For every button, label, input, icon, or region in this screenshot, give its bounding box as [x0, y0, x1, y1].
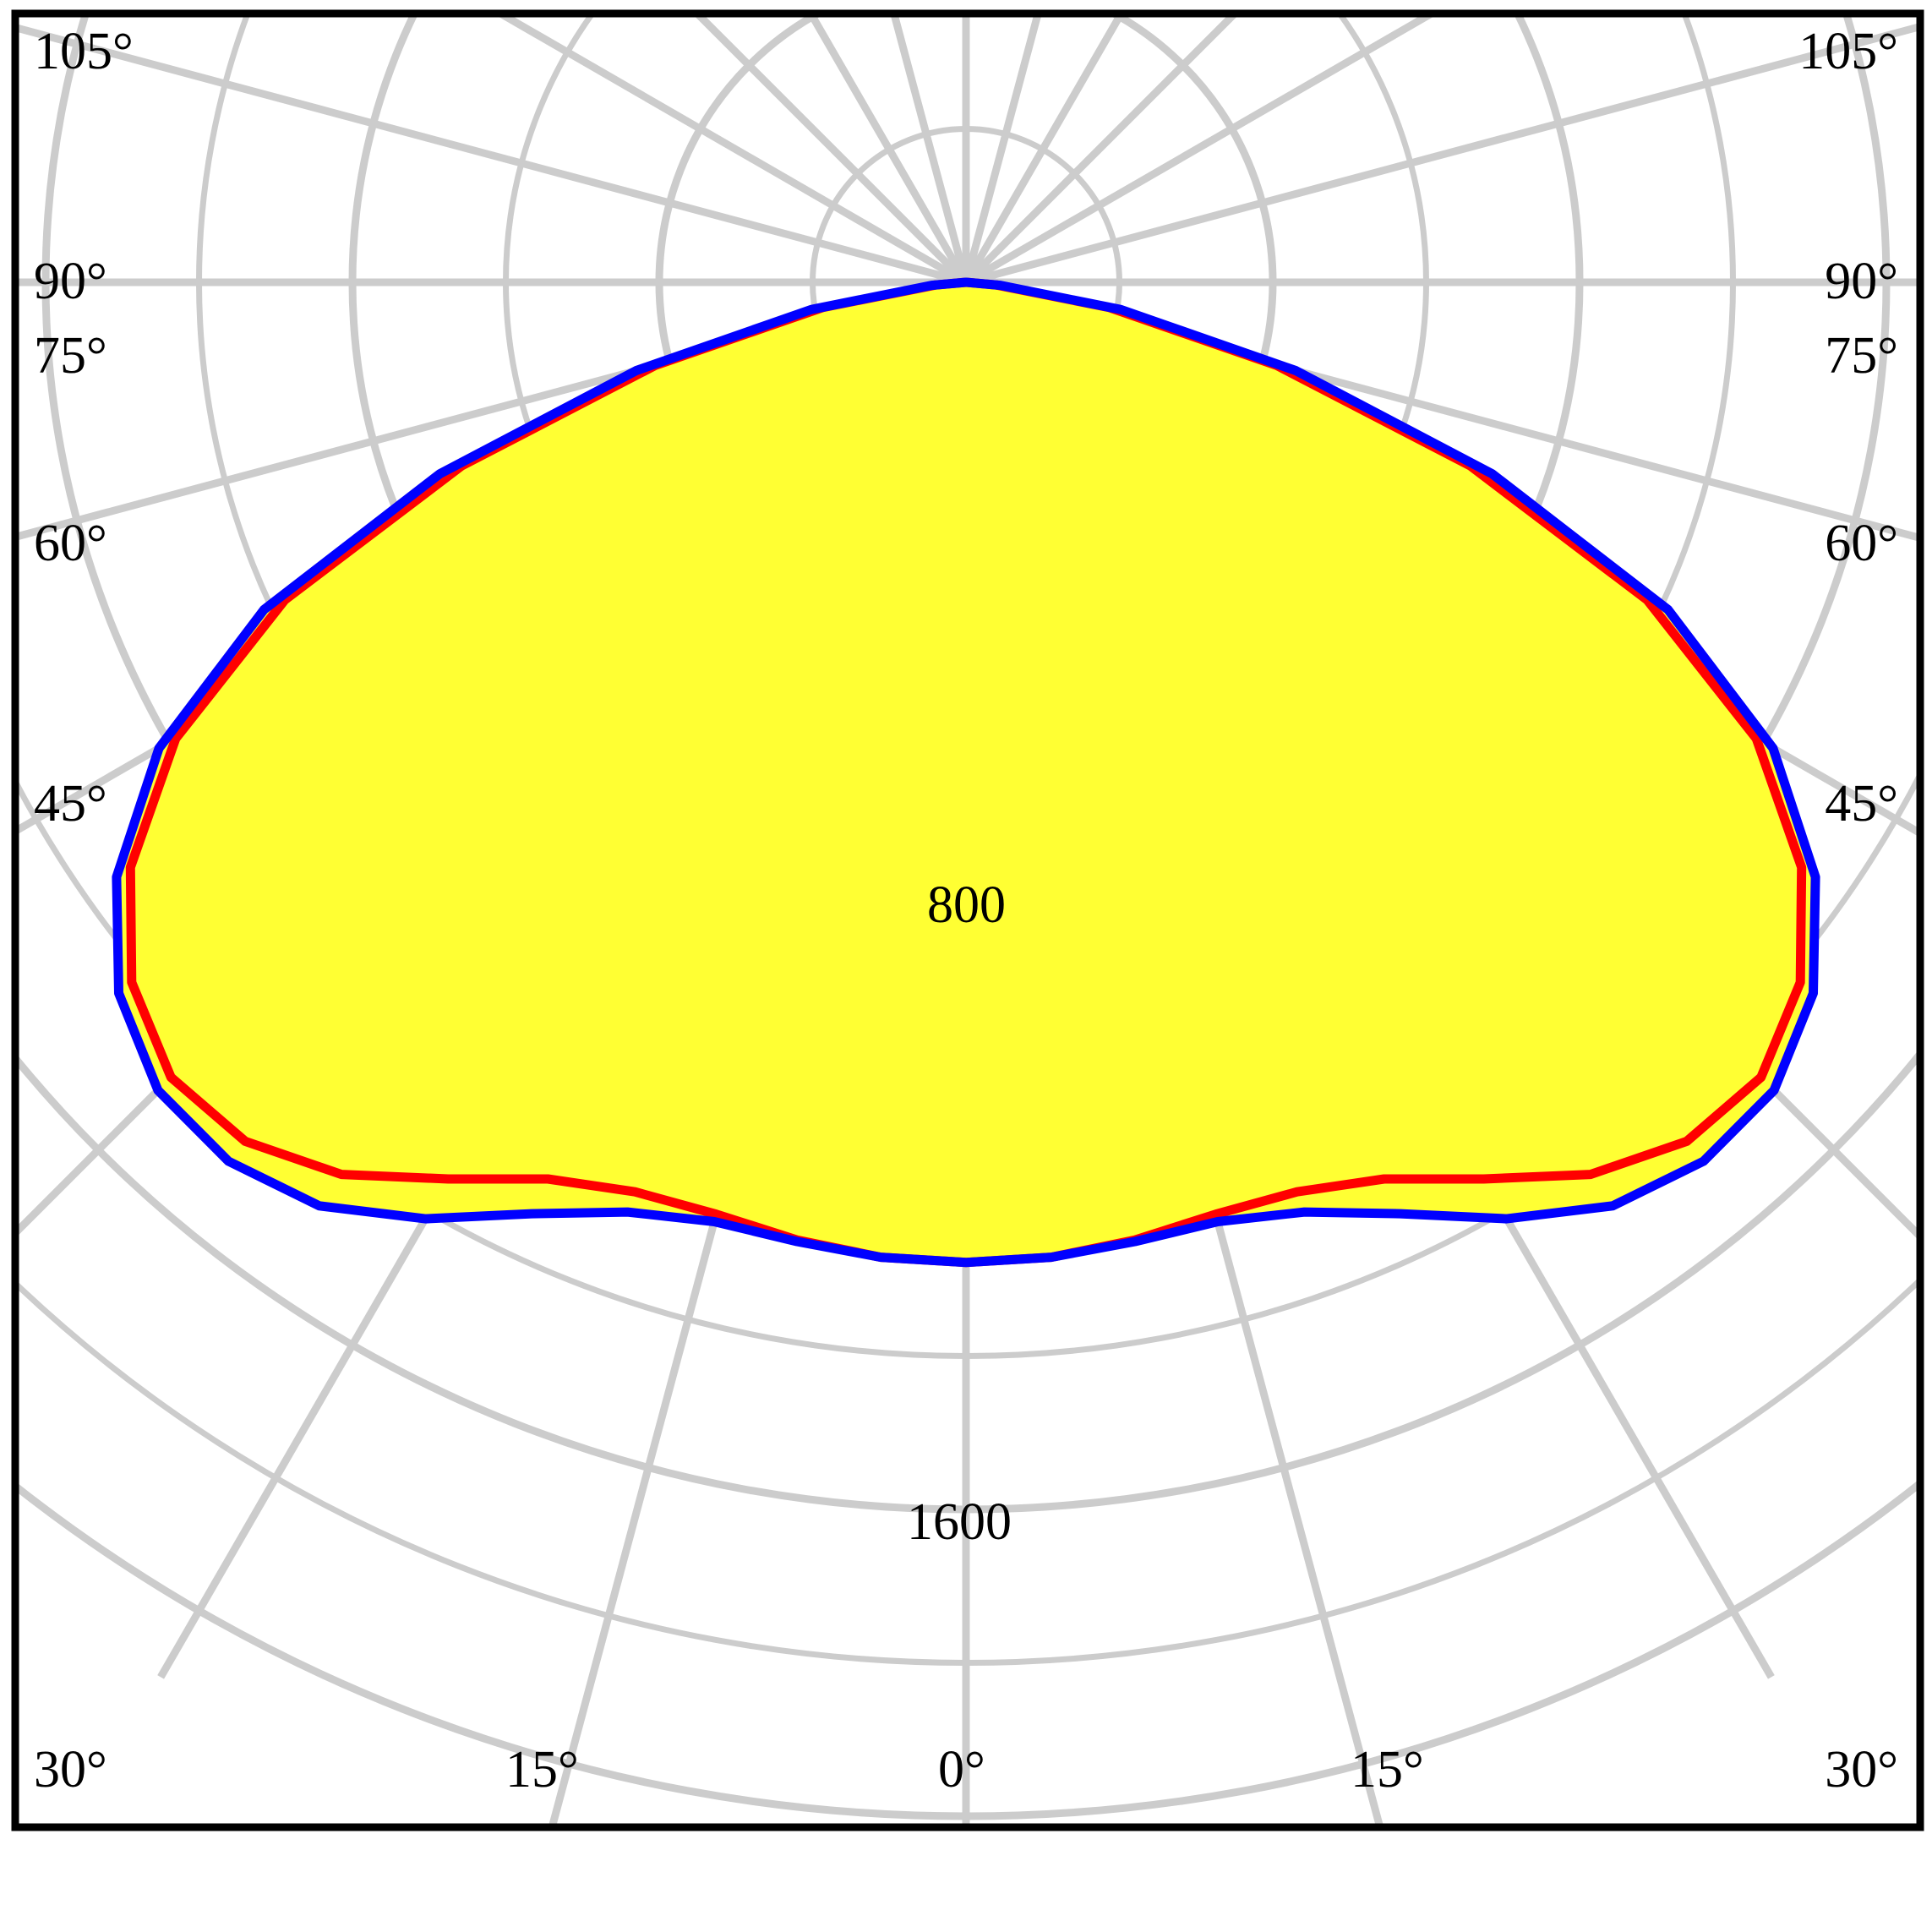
angle-label-right-4: 45° [1825, 775, 1898, 832]
angle-label-bottom-2: 15° [1351, 1741, 1424, 1798]
grid-spoke [691, 14, 969, 286]
angle-label-right-3: 60° [1825, 515, 1898, 572]
grid-spoke [493, 14, 969, 286]
ring-value-label-0: 800 [927, 876, 1006, 934]
ring-value-label-1: 1600 [907, 1493, 1012, 1551]
angle-label-left-3: 60° [34, 515, 107, 572]
angle-label-left-4: 45° [34, 775, 107, 832]
intensity-fill-area [116, 282, 1816, 1263]
grid-spoke [964, 22, 1920, 287]
distribution-fill [116, 282, 1816, 1263]
angle-label-bottom-1: 0° [938, 1741, 985, 1798]
angle-label-right-1: 90° [1825, 253, 1898, 310]
angle-label-left-5: 30° [34, 1741, 107, 1798]
grid-spoke [963, 14, 1126, 285]
intensity-curve-c90-c270 [112, 277, 1820, 1268]
angle-label-right-0: 105° [1798, 23, 1898, 80]
grid-spoke [806, 14, 969, 285]
grid-spoke [963, 14, 1439, 286]
angle-label-left-2: 75° [34, 327, 107, 385]
plot-frame [11, 9, 1924, 1831]
angle-label-left-1: 90° [34, 253, 107, 310]
grid-spoke [15, 23, 968, 287]
grid-spoke [890, 14, 970, 284]
angle-label-bottom-0: 15° [505, 1741, 579, 1798]
distribution-curves [112, 277, 1820, 1268]
angle-label-right-5: 30° [1825, 1741, 1898, 1798]
angle-label-right-2: 75° [1825, 327, 1898, 385]
grid-spoke [963, 14, 1241, 286]
grid-spoke [962, 14, 1042, 284]
angle-label-left-0: 105° [34, 23, 134, 80]
